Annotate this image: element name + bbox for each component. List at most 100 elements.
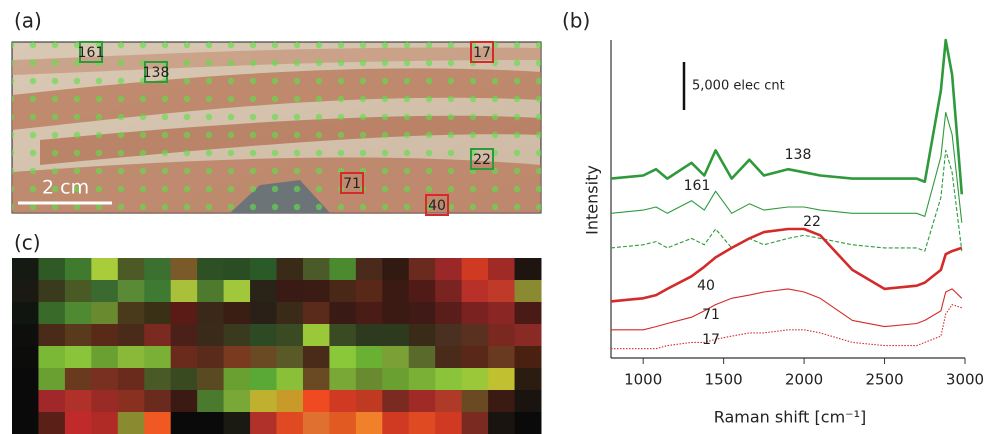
heatmap-cell [329,390,357,413]
heatmap-cell [144,412,172,434]
heatmap-cell [117,302,145,325]
heatmap-cell [91,346,119,369]
heatmap-cell [12,258,39,281]
heatmap-cell [329,368,357,391]
heatmap-cell [435,280,463,303]
y-axis-label: Intensity [583,165,602,235]
heatmap-cell [302,412,330,434]
panel-label: (a) [14,9,42,33]
heatmap-cell [12,280,39,303]
heatmap-cell [38,258,66,281]
heatmap-cell [117,280,145,303]
heatmap-cell [355,412,383,434]
heatmap-cell [435,412,463,434]
heatmap-cell [170,302,198,325]
heatmap-cell [408,390,436,413]
heatmap-cell [276,324,304,347]
heatmap-cell [250,368,277,391]
marker-box [144,61,168,83]
heatmap-cell [302,302,330,325]
heatmap-cell [38,324,66,347]
heatmap-cell [250,412,277,434]
heatmap-cell [223,258,251,281]
heatmap-cell [170,280,198,303]
spectrum-line [610,111,963,223]
heatmap-cell [355,390,383,413]
heatmap-cell [223,280,251,303]
heatmap-cell [461,368,489,391]
heatmap-cell [91,280,119,303]
spectrum-line [610,38,964,195]
heatmap-cell [170,258,198,281]
heatmap-cell [408,412,436,434]
heatmap-cell [250,390,277,413]
heatmap-cell [302,368,330,391]
series-label: 138 [785,147,812,163]
heatmap-cell [302,324,330,347]
heatmap-cell [223,346,251,369]
heatmap-cell [408,302,436,325]
heatmap-cell [488,390,516,413]
heatmap-cell [408,346,436,369]
scale-label: 2 cm [42,177,89,199]
spectrum-line [611,288,963,331]
heatmap-cell [461,412,489,434]
heatmap-cell [435,346,463,369]
marker-label: 17 [473,45,491,61]
heatmap-cell [435,302,463,325]
spectrum-line [610,149,963,252]
heatmap-cell [12,368,39,391]
heatmap-cell [250,324,277,347]
heatmap-cell [38,302,66,325]
heatmap-cell [12,390,39,413]
marker-box [340,172,364,194]
heatmap-cell [12,302,39,325]
scale-bar-label: 5,000 elec cnt [692,79,785,94]
heatmap-cell [91,324,119,347]
spectrum-line [610,227,963,303]
heatmap-cell [488,280,516,303]
heatmap-cell [488,258,516,281]
heatmap-cell [461,258,489,281]
heatmap-cell [382,302,410,325]
heatmap-cell [355,258,383,281]
heatmap-cell [223,390,251,413]
heatmap-cell [223,412,251,434]
heatmap-cell [197,412,225,434]
heatmap-cell [276,368,304,391]
heatmap-cell [64,258,92,281]
heatmap-cell [144,324,172,347]
heatmap-cell [144,280,172,303]
heatmap-cell [514,346,542,369]
heatmap-cell [38,390,66,413]
heatmap-cell [250,302,277,325]
marker-label: 40 [428,198,446,214]
heatmap-cell [408,368,436,391]
series-label: 40 [697,278,715,294]
heatmap-cell [12,324,39,347]
heatmap-cell [12,412,39,434]
heatmap-cell [64,412,92,434]
heatmap-cell [435,324,463,347]
heatmap-cell [276,280,304,303]
heatmap-cell [408,324,436,347]
heatmap-cell [488,302,516,325]
heatmap-cell [197,324,225,347]
heatmap-cell [355,280,383,303]
heatmap-cell [408,258,436,281]
heatmap-cell [117,390,145,413]
heatmap-cell [276,302,304,325]
heatmap-cell [117,412,145,434]
heatmap-cell [91,302,119,325]
heatmap-cell [197,368,225,391]
spectrum-line [611,304,962,350]
heatmap-cell [382,258,410,281]
heatmap-cell [461,390,489,413]
heatmap-cell [144,346,172,369]
marker-label: 138 [143,65,170,81]
heatmap-cell [382,324,410,347]
x-tick-label: 1000 [624,371,662,389]
heatmap-cell [38,280,66,303]
spectra-plot: 5,000 elec cnt Raman shift [cm⁻¹] Intens… [583,38,984,427]
